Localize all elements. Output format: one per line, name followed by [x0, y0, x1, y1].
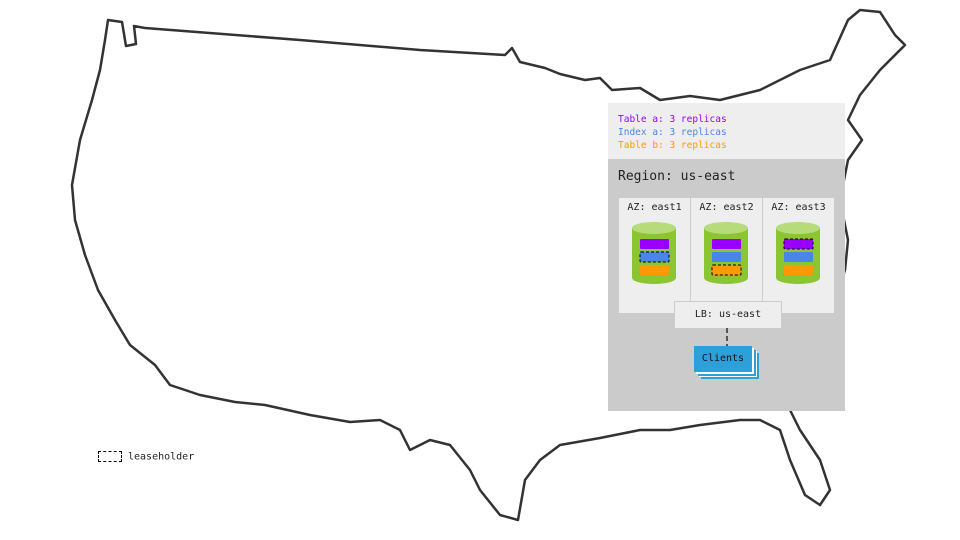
- clients-box: Clients: [694, 346, 752, 372]
- legend-table-a: Table a: 3 replicas: [618, 114, 727, 125]
- database-node-icon: [632, 222, 676, 284]
- region-label: Region: us-east: [618, 169, 736, 184]
- az-east2: AZ: east2: [691, 198, 763, 313]
- load-balancer: LB: us-east: [674, 301, 782, 329]
- lb-client-line: [726, 328, 728, 346]
- region-panel: Table a: 3 replicas Index a: 3 replicas …: [608, 103, 845, 411]
- database-node-icon: [704, 222, 748, 284]
- dashed-box-icon: [98, 451, 122, 462]
- az-label: AZ: east1: [627, 202, 682, 213]
- leaseholder-label: leaseholder: [128, 451, 195, 463]
- database-node-icon: [776, 222, 820, 284]
- az-east3: AZ: east3: [763, 198, 834, 313]
- az-label: AZ: east3: [771, 202, 826, 213]
- az-label: AZ: east2: [699, 202, 754, 213]
- leaseholder-legend: leaseholder: [98, 451, 194, 463]
- az-east1: AZ: east1: [619, 198, 691, 313]
- legend-table-b: Table b: 3 replicas: [618, 140, 727, 151]
- replica-legend: Table a: 3 replicas Index a: 3 replicas …: [608, 103, 845, 159]
- legend-index-a: Index a: 3 replicas: [618, 127, 727, 138]
